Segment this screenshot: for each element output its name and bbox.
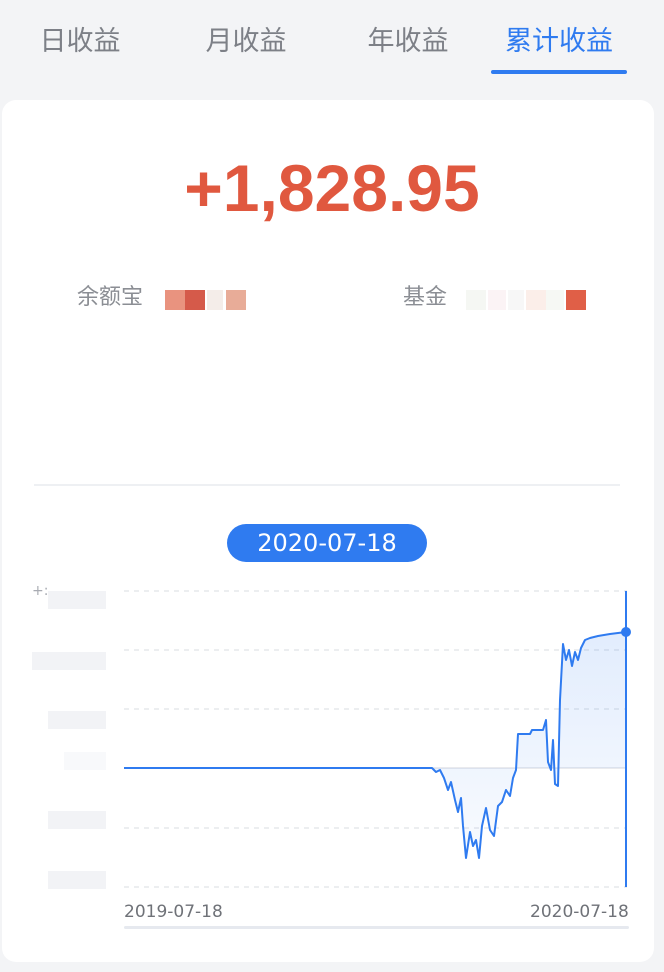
chart-area-fill	[124, 632, 626, 858]
total-earnings: +1,828.95	[184, 151, 480, 225]
section-divider	[34, 484, 620, 486]
selected-date-pill: 2020-07-18	[227, 524, 427, 562]
tab-active-indicator	[491, 70, 627, 74]
chart-range-scrollbar[interactable]	[124, 926, 629, 929]
chart-series-line	[124, 631, 627, 859]
yuebao-label: 余额宝	[77, 285, 144, 310]
x-axis-start-label: 2019-07-18	[124, 902, 223, 922]
chart-cursor-dot[interactable]	[621, 627, 631, 637]
y-axis-hint: +:	[32, 583, 49, 599]
tab-yearly[interactable]: 年收益	[367, 26, 449, 57]
fund-label: 基金	[403, 285, 448, 310]
tab-daily[interactable]: 日收益	[39, 26, 121, 57]
tab-monthly[interactable]: 月收益	[205, 26, 287, 57]
chart-gridlines	[124, 590, 627, 888]
tab-bar: 日收益 月收益 年收益 累计收益	[0, 0, 664, 80]
x-axis-end-label: 2020-07-18	[530, 902, 629, 922]
tab-cumulative[interactable]: 累计收益	[505, 26, 613, 57]
